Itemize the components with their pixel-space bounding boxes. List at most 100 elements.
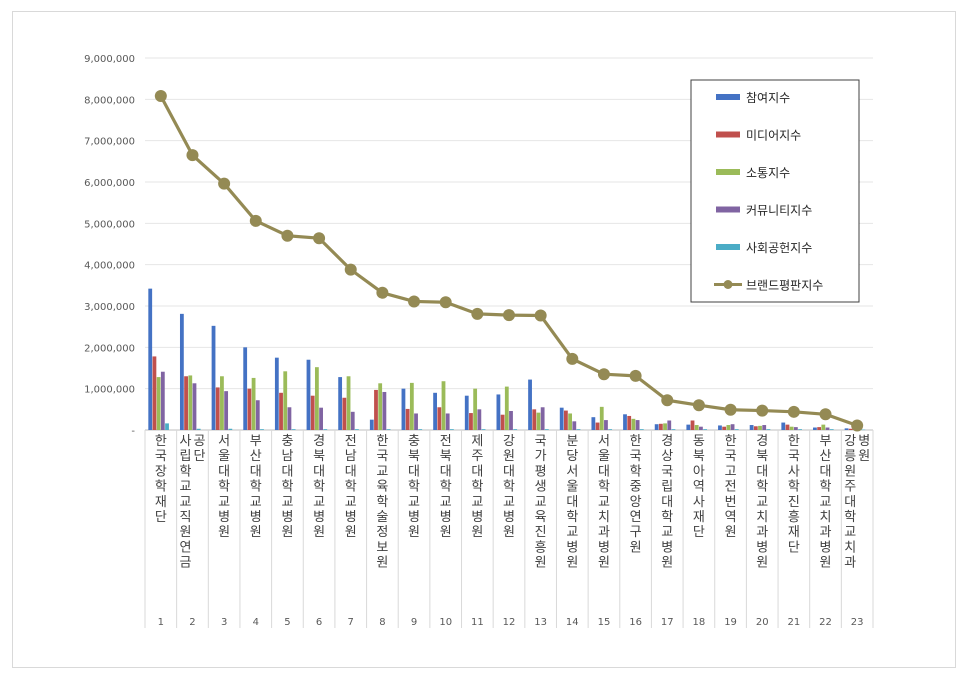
bar bbox=[608, 429, 613, 430]
bar bbox=[781, 422, 786, 430]
x-index-label: 2 bbox=[189, 617, 195, 628]
legend-swatch bbox=[716, 94, 740, 100]
bar bbox=[509, 410, 513, 430]
bar bbox=[572, 421, 577, 430]
bar bbox=[314, 367, 319, 430]
y-axis: - 1,000,000 2,000,000 3,000,000 4,000,000 5,0… bbox=[84, 54, 135, 437]
bar bbox=[160, 371, 165, 430]
x-category-label: 강 릉 원 주 대 학 교 치 과병 원 bbox=[844, 434, 870, 571]
bar bbox=[338, 377, 343, 430]
x-index-label: 3 bbox=[221, 617, 227, 628]
bar bbox=[274, 357, 279, 430]
legend-label: 사회공헌지수 bbox=[746, 241, 812, 255]
legend-label: 미디어지수 bbox=[746, 129, 801, 143]
bar bbox=[477, 409, 482, 430]
bar bbox=[631, 418, 636, 430]
bar bbox=[188, 375, 193, 430]
bar bbox=[374, 389, 378, 430]
bar bbox=[690, 420, 695, 430]
bar bbox=[536, 412, 541, 430]
x-index-label: 17 bbox=[661, 617, 674, 628]
bar bbox=[481, 429, 486, 430]
x-index-label: 16 bbox=[629, 617, 642, 628]
bar bbox=[449, 429, 454, 430]
line-point bbox=[439, 296, 452, 309]
chart-frame: - 1,000,000 2,000,000 3,000,000 4,000,000 5,0… bbox=[12, 11, 956, 668]
bar bbox=[196, 428, 201, 430]
x-index-label: 10 bbox=[439, 617, 452, 628]
bar bbox=[243, 347, 248, 430]
bar bbox=[433, 392, 437, 430]
legend-swatch bbox=[716, 244, 740, 250]
line-series bbox=[154, 90, 864, 432]
bar bbox=[568, 413, 573, 430]
x-axis: 한 국 장 학 재 단 1 사 립 학 교 교 직 원 연 금공 단 2 서 울 대 학 교 병 원 3 부 산 대 학 교 병 원 4 충 남 대 학 교… bbox=[144, 429, 874, 628]
y-tick-label: - bbox=[131, 426, 135, 437]
bar bbox=[654, 424, 659, 430]
bar bbox=[148, 288, 153, 430]
bar bbox=[730, 424, 735, 430]
bar bbox=[152, 356, 157, 430]
bar bbox=[532, 409, 537, 430]
x-index-label: 19 bbox=[724, 617, 737, 628]
line-point bbox=[218, 177, 231, 190]
bar bbox=[342, 397, 347, 430]
legend-swatch bbox=[716, 169, 740, 175]
x-index-label: 21 bbox=[788, 617, 801, 628]
y-tick-label: 5,000,000 bbox=[84, 219, 135, 230]
bar bbox=[749, 425, 754, 430]
bar bbox=[789, 426, 794, 430]
y-tick-label: 9,000,000 bbox=[84, 54, 135, 65]
bar bbox=[623, 414, 627, 430]
line-point bbox=[503, 309, 515, 322]
bar bbox=[409, 382, 414, 430]
legend-label: 소통지수 bbox=[746, 166, 790, 180]
y-tick-label: 4,000,000 bbox=[84, 261, 135, 272]
bar bbox=[319, 407, 323, 430]
line-point bbox=[661, 394, 674, 407]
bar bbox=[699, 426, 703, 430]
bar bbox=[283, 371, 288, 430]
bar bbox=[287, 407, 292, 430]
gridlines bbox=[145, 57, 873, 390]
bar bbox=[694, 425, 699, 430]
y-tick-label: 3,000,000 bbox=[84, 302, 135, 313]
bar bbox=[260, 429, 264, 430]
bar bbox=[762, 425, 767, 430]
bar bbox=[825, 427, 830, 430]
bar bbox=[473, 388, 478, 430]
bar bbox=[369, 419, 374, 430]
x-index-label: 18 bbox=[693, 617, 706, 628]
bar bbox=[817, 427, 822, 430]
bar bbox=[445, 413, 450, 430]
bar bbox=[718, 425, 722, 430]
bar bbox=[165, 423, 169, 430]
bar bbox=[793, 427, 798, 430]
bar bbox=[785, 424, 790, 430]
legend-swatch bbox=[716, 206, 740, 213]
bar bbox=[703, 429, 708, 430]
line-point bbox=[787, 405, 800, 418]
bar bbox=[861, 429, 866, 431]
bar bbox=[192, 383, 197, 430]
x-index-label: 22 bbox=[819, 617, 832, 628]
bar bbox=[464, 395, 469, 430]
bar bbox=[544, 429, 549, 430]
bar bbox=[441, 381, 446, 430]
x-index-label: 1 bbox=[158, 617, 164, 628]
x-index-label: 7 bbox=[348, 617, 354, 628]
bar bbox=[355, 429, 359, 430]
bar bbox=[734, 429, 739, 430]
bar bbox=[635, 420, 640, 430]
line-point bbox=[408, 295, 421, 308]
y-tick-label: 8,000,000 bbox=[84, 95, 135, 106]
bar bbox=[156, 377, 161, 430]
